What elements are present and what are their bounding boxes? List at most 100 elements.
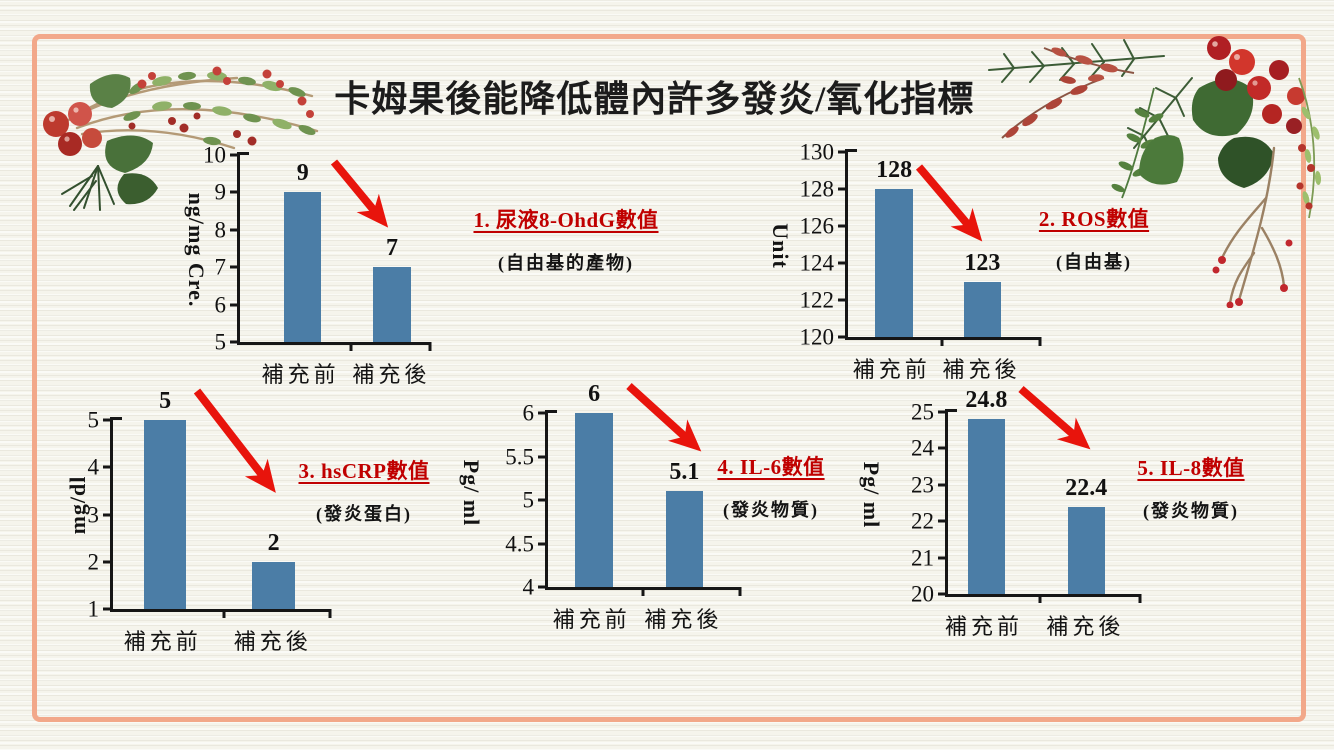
y-tick-mark — [230, 265, 240, 269]
y-tick-label: 128 — [799, 176, 835, 202]
y-tick-mark — [838, 187, 848, 191]
y-tick-mark — [838, 298, 848, 302]
x-tick-mark — [940, 337, 944, 346]
bar-value-label: 22.4 — [1065, 474, 1108, 501]
y-tick-mark — [938, 446, 948, 450]
bar — [284, 192, 322, 342]
annotation-il8: 5. IL-8數值 (發炎物質) — [1137, 452, 1244, 523]
y-tick-label: 4.5 — [505, 531, 534, 556]
x-tick-mark — [641, 587, 645, 596]
bar — [373, 267, 411, 342]
x-tick-mark — [738, 587, 742, 596]
category-label: 補充後 — [233, 629, 312, 654]
y-tick-label: 9 — [214, 179, 227, 205]
bar — [252, 561, 295, 609]
y-tick-mark — [938, 519, 948, 523]
chart-il8: 20 21 22 23 24 25 24.8 22.4 補充前 補充後 — [911, 388, 1142, 639]
annotation-title: 1. 尿液8-OhdG數值 — [473, 208, 659, 232]
y-tick-label: 23 — [911, 472, 934, 498]
y-tick-mark — [538, 585, 548, 589]
bar-value-label: 123 — [964, 249, 1001, 276]
annotation-subtitle: (發炎蛋白) — [315, 504, 412, 524]
category-label: 補充前 — [944, 614, 1024, 639]
category-label: 補充後 — [352, 362, 431, 387]
y-tick-mark — [938, 483, 948, 487]
x-axis-labels: 補充前 補充後 — [945, 597, 1140, 643]
y-tick-label: 130 — [799, 139, 835, 165]
y-axis-title-il6: Pg/ ml — [459, 459, 484, 527]
bar — [1067, 506, 1105, 594]
y-tick-mark — [103, 607, 113, 611]
bar — [143, 420, 187, 609]
y-tick-label: 8 — [214, 217, 227, 243]
y-tick-label: 122 — [799, 287, 835, 313]
annotation-hscrp: 3. hsCRP數值 (發炎蛋白) — [298, 455, 429, 526]
category-label: 補充前 — [852, 357, 931, 382]
y-axis-title-8ohdg: ng/mg Cre. — [184, 192, 209, 308]
y-tick-mark — [230, 190, 240, 194]
bar-value-label: 7 — [386, 235, 398, 262]
category-label: 補充後 — [1046, 614, 1125, 639]
y-tick-label: 126 — [799, 213, 835, 239]
y-tick-label: 5 — [522, 487, 535, 513]
y-tick-mark — [230, 153, 240, 157]
annotation-subtitle: (自由基) — [1056, 252, 1132, 272]
annotation-subtitle: (發炎物質) — [1143, 501, 1239, 521]
annotation-il6: 4. IL-6數值 (發炎物質) — [717, 451, 824, 522]
bar-value-label: 2 — [267, 529, 280, 556]
plot-area: 5 6 7 8 9 10 9 7 — [203, 144, 432, 354]
y-tick-mark — [103, 513, 113, 516]
y-axis-title-il8: Pg/ ml — [859, 461, 884, 529]
bar-value-label: 128 — [876, 157, 913, 183]
plot-area: 4 4.5 5 5.5 6 6 5.1 — [505, 382, 742, 599]
y-axis-title-hscrp: mg/dl — [65, 475, 90, 535]
bar-value-label: 9 — [296, 160, 309, 187]
bar-value-label: 5.1 — [669, 459, 700, 486]
y-tick-label: 5.5 — [505, 444, 534, 469]
x-tick-mark — [1138, 594, 1142, 603]
annotation-subtitle: (自由基的產物) — [498, 253, 634, 273]
y-axis-cap — [945, 409, 957, 412]
slide-title: 卡姆果後能降低體內許多發炎/氧化指標 — [334, 79, 975, 119]
bar — [967, 419, 1006, 594]
y-tick-mark — [230, 228, 240, 232]
category-label: 補充前 — [552, 607, 631, 632]
y-tick-mark — [938, 556, 948, 560]
y-tick-label: 5 — [214, 329, 227, 355]
x-tick-mark — [428, 342, 432, 351]
y-tick-mark — [538, 498, 548, 502]
y-axis-cap — [845, 149, 857, 152]
y-tick-mark — [838, 261, 848, 265]
annotation-8ohdg: 1. 尿液8-OhdG數值 (自由基的產物) — [473, 204, 658, 275]
bar-value-label: 6 — [588, 381, 601, 407]
bar — [575, 413, 613, 587]
plot-area: 1 2 3 4 5 5 2 — [88, 389, 332, 621]
y-tick-mark — [538, 542, 548, 545]
y-tick-label: 10 — [203, 142, 226, 168]
annotation-ros: 2. ROS數值 (自由基) — [1039, 203, 1149, 274]
chart-urine-8ohdg: 5 6 7 8 9 10 9 7 補充前 補充後 — [203, 144, 432, 387]
y-tick-mark — [838, 335, 848, 339]
bar — [875, 189, 913, 337]
y-axis-cap — [545, 410, 557, 413]
bar-value-label: 5 — [159, 388, 172, 414]
x-tick-mark — [328, 609, 332, 618]
y-tick-label: 20 — [911, 581, 934, 607]
y-tick-mark — [230, 303, 240, 307]
y-tick-label: 120 — [799, 324, 835, 350]
annotation-title: 2. ROS數值 — [1038, 207, 1150, 231]
y-tick-label: 6 — [522, 400, 535, 426]
y-tick-label: 21 — [911, 545, 934, 571]
plot-area: 20 21 22 23 24 25 24.8 22.4 — [911, 388, 1142, 606]
y-tick-mark — [230, 340, 240, 344]
y-tick-mark — [538, 455, 548, 458]
y-tick-label: 7 — [214, 254, 227, 280]
y-tick-mark — [938, 410, 948, 414]
x-axis-labels: 補充前 補充後 — [237, 345, 430, 391]
y-tick-mark — [103, 560, 113, 564]
y-tick-label: 4 — [522, 574, 535, 600]
annotation-title: 3. hsCRP數值 — [298, 459, 430, 483]
annotation-title: 4. IL-6數值 — [717, 455, 825, 479]
y-tick-label: 25 — [911, 399, 934, 425]
